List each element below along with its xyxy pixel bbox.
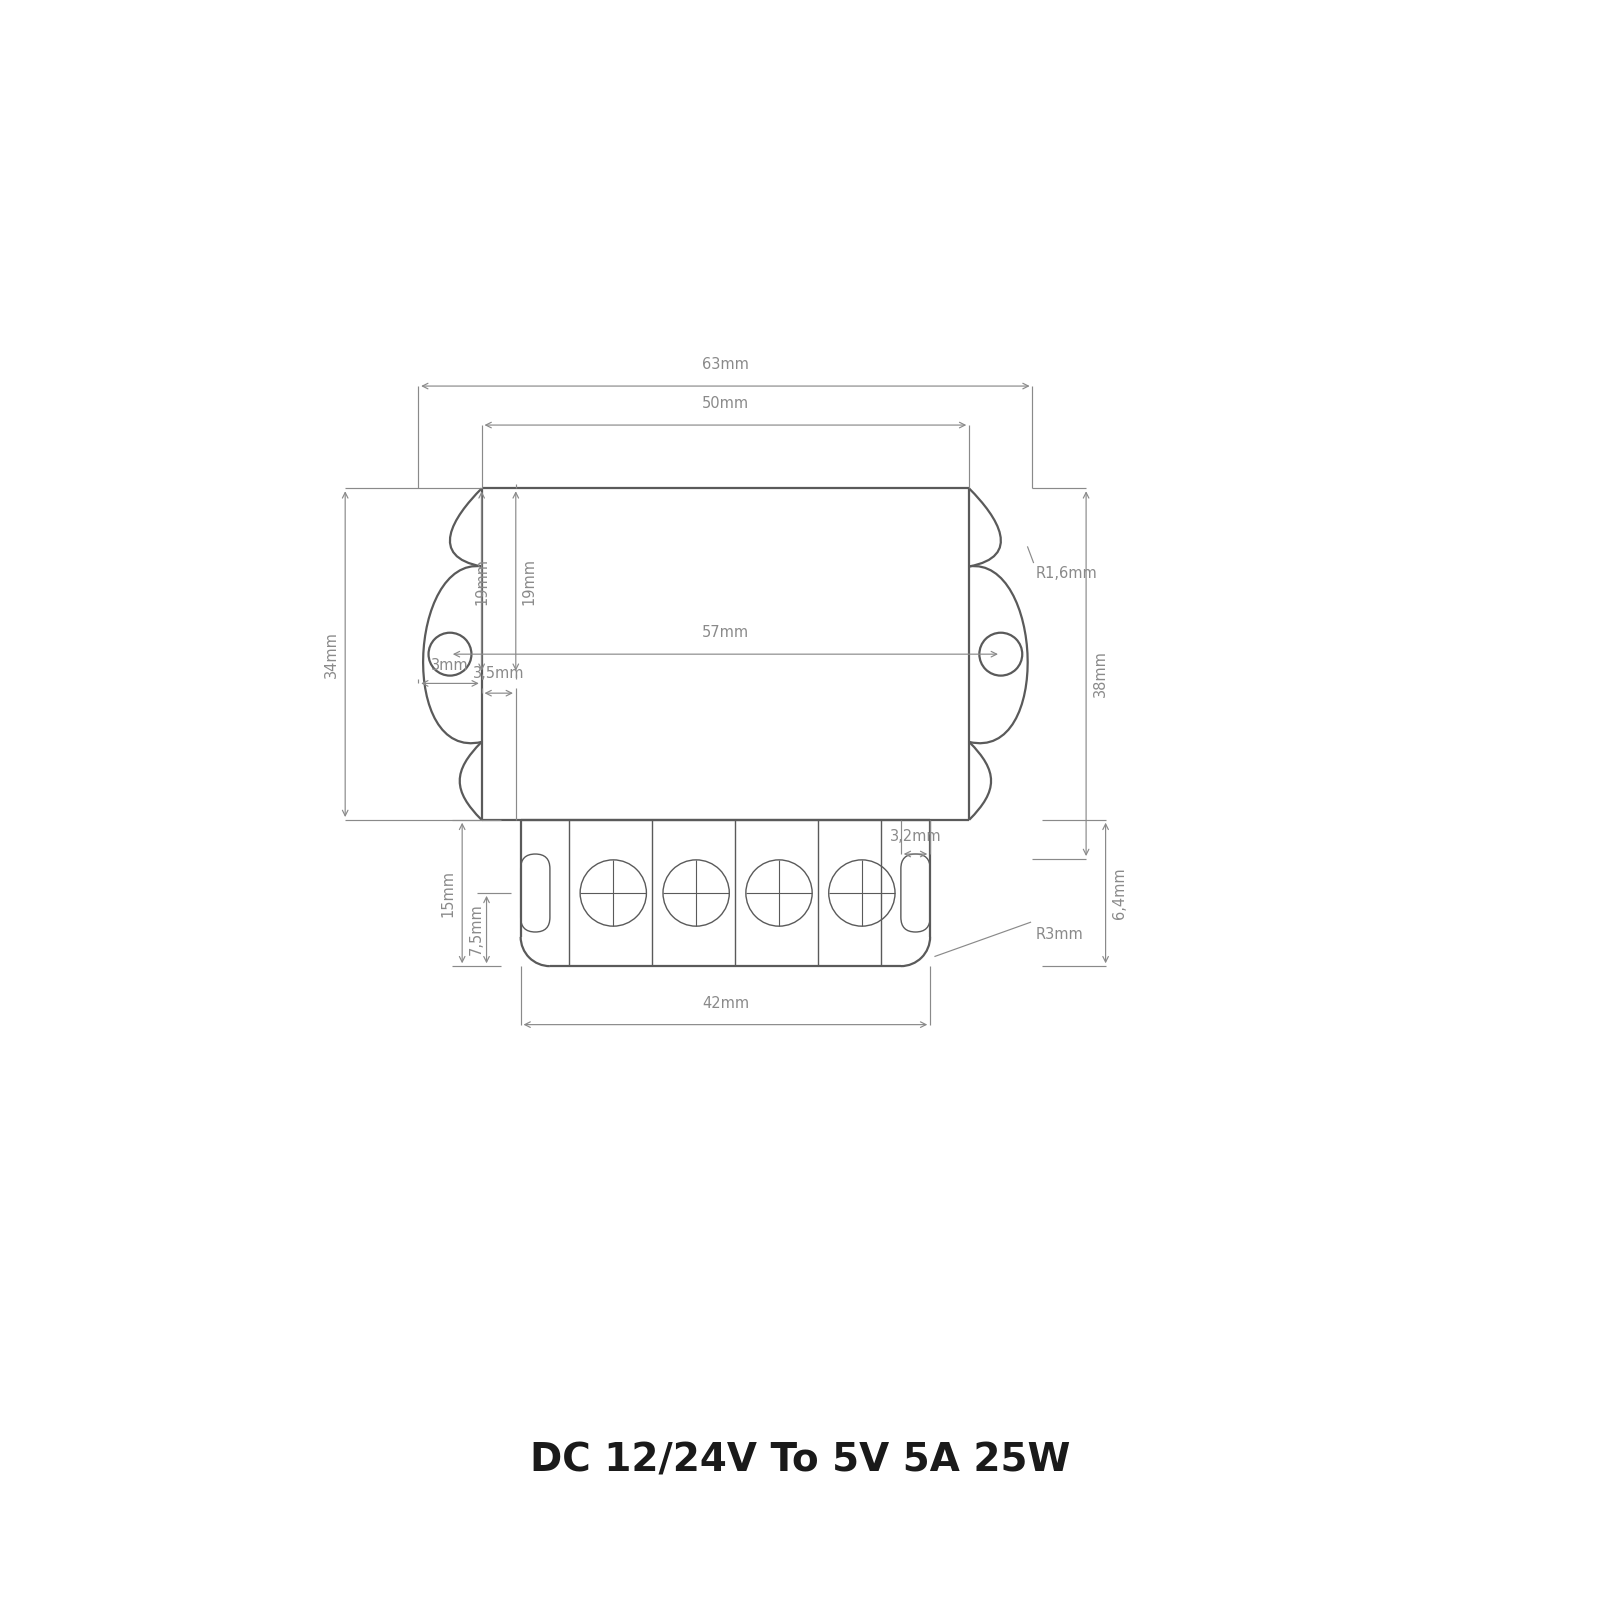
- Text: 57mm: 57mm: [702, 626, 749, 640]
- Text: 3,2mm: 3,2mm: [890, 829, 941, 845]
- Text: 38mm: 38mm: [1093, 650, 1107, 698]
- Text: 15mm: 15mm: [440, 869, 456, 917]
- Text: 3,5mm: 3,5mm: [474, 666, 525, 682]
- Text: DC 12/24V To 5V 5A 25W: DC 12/24V To 5V 5A 25W: [530, 1442, 1070, 1480]
- Text: 19mm: 19mm: [474, 557, 490, 605]
- Text: 50mm: 50mm: [702, 397, 749, 411]
- Text: 19mm: 19mm: [522, 557, 536, 605]
- Text: 63mm: 63mm: [702, 357, 749, 373]
- Text: 7,5mm: 7,5mm: [469, 904, 485, 955]
- Text: 34mm: 34mm: [323, 630, 339, 678]
- Text: R3mm: R3mm: [1035, 926, 1083, 942]
- Text: 42mm: 42mm: [702, 995, 749, 1011]
- Text: 3mm: 3mm: [430, 659, 469, 674]
- Text: R1,6mm: R1,6mm: [1035, 566, 1098, 581]
- Text: 6,4mm: 6,4mm: [1112, 867, 1126, 918]
